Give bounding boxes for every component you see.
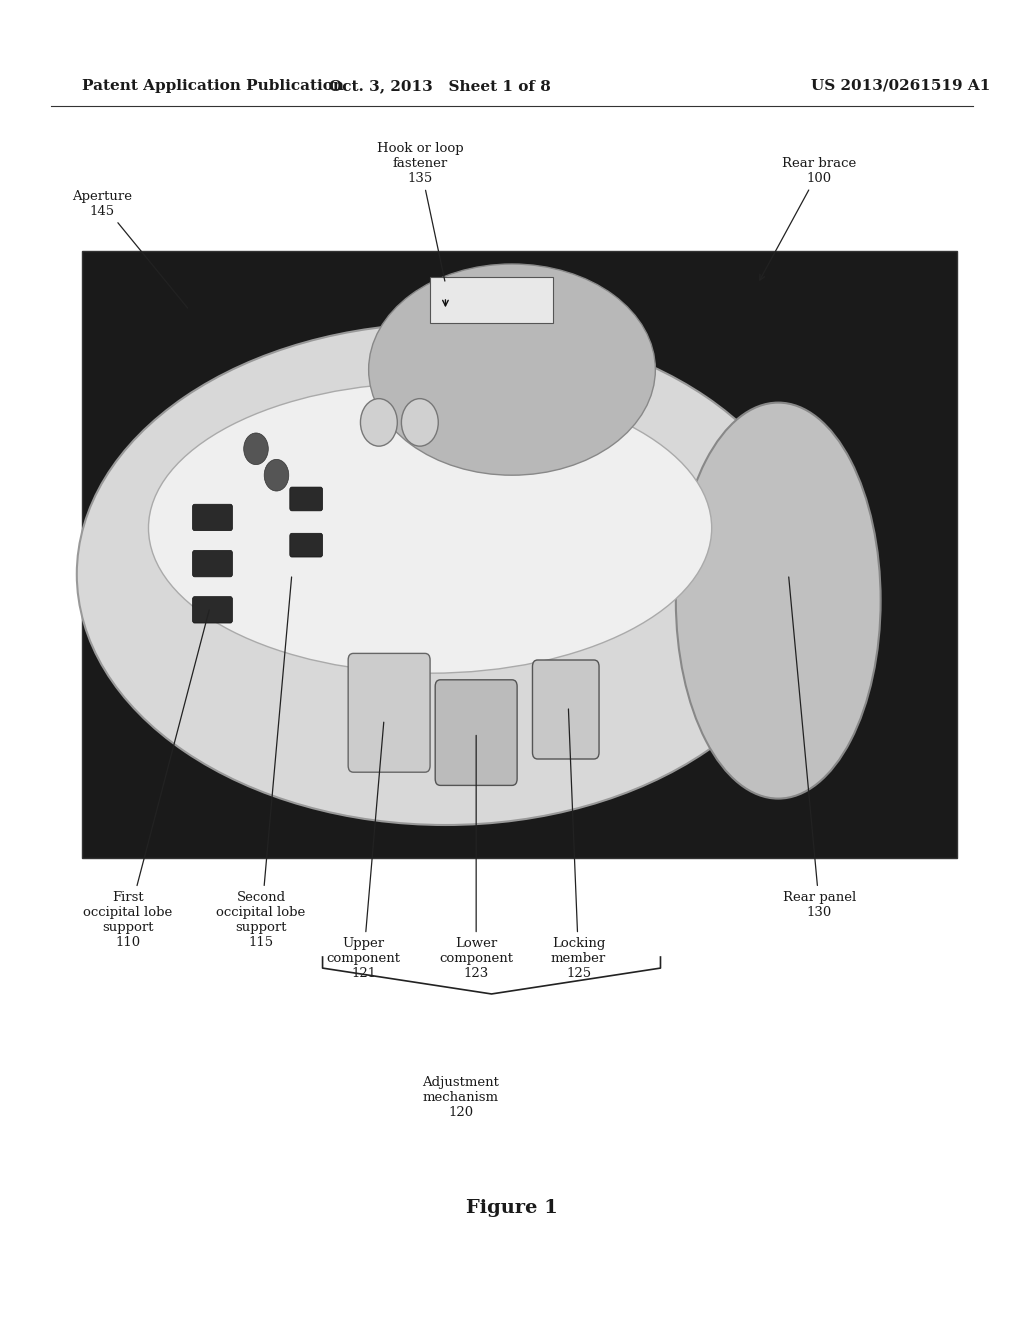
Text: First
occipital lobe
support
110: First occipital lobe support 110 — [83, 610, 209, 949]
Bar — [82, 251, 957, 858]
Bar — [430, 277, 553, 323]
Circle shape — [264, 459, 289, 491]
FancyBboxPatch shape — [193, 550, 232, 577]
Circle shape — [401, 399, 438, 446]
Text: Lower
component
123: Lower component 123 — [439, 735, 513, 981]
FancyBboxPatch shape — [193, 597, 232, 623]
FancyBboxPatch shape — [290, 533, 323, 557]
FancyBboxPatch shape — [348, 653, 430, 772]
Text: Second
occipital lobe
support
115: Second occipital lobe support 115 — [216, 577, 306, 949]
Ellipse shape — [676, 403, 881, 799]
Text: Adjustment
mechanism
120: Adjustment mechanism 120 — [422, 1076, 500, 1119]
Text: Upper
component
121: Upper component 121 — [327, 722, 400, 981]
FancyBboxPatch shape — [532, 660, 599, 759]
Text: Hook or loop
fastener
135: Hook or loop fastener 135 — [377, 141, 463, 281]
Text: Oct. 3, 2013   Sheet 1 of 8: Oct. 3, 2013 Sheet 1 of 8 — [330, 79, 551, 92]
Text: Locking
member
125: Locking member 125 — [551, 709, 606, 981]
Text: Figure 1: Figure 1 — [466, 1199, 558, 1217]
Text: Rear brace
100: Rear brace 100 — [760, 157, 856, 280]
Text: US 2013/0261519 A1: US 2013/0261519 A1 — [811, 79, 991, 92]
Circle shape — [360, 399, 397, 446]
FancyBboxPatch shape — [193, 504, 232, 531]
Circle shape — [244, 433, 268, 465]
FancyBboxPatch shape — [290, 487, 323, 511]
Text: Patent Application Publication: Patent Application Publication — [82, 79, 344, 92]
FancyBboxPatch shape — [435, 680, 517, 785]
Ellipse shape — [77, 323, 814, 825]
Text: Aperture
145: Aperture 145 — [73, 190, 187, 308]
Ellipse shape — [369, 264, 655, 475]
Ellipse shape — [148, 383, 712, 673]
Text: Rear panel
130: Rear panel 130 — [782, 577, 856, 919]
